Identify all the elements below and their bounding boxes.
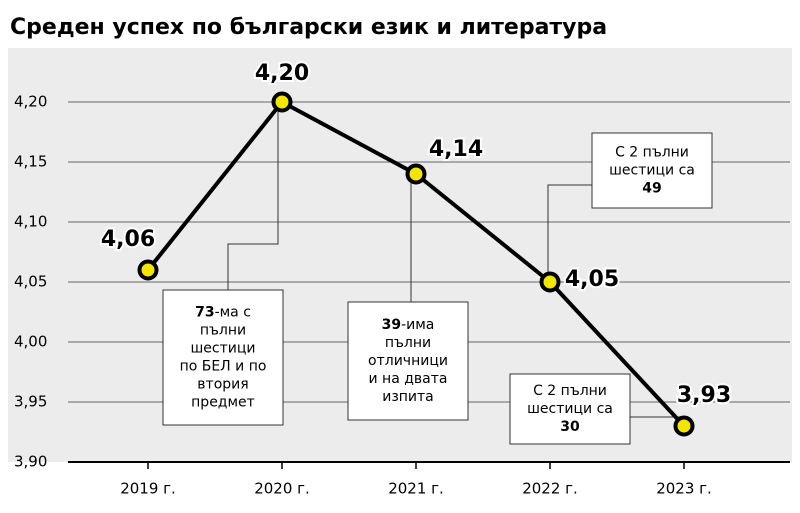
annotation-box (347, 301, 469, 421)
annotation-text: 49 (642, 181, 661, 197)
annotation-bold: 49 (642, 181, 661, 197)
connector (547, 184, 592, 283)
annotation-text: шестици (190, 341, 255, 357)
annotation-span: шестици са (527, 401, 613, 417)
x-tick-label: 2020 г. (254, 480, 310, 498)
annotation-span: отличници (368, 353, 448, 369)
y-tick-label: 3,90 (14, 453, 47, 471)
annotation-text: шестици са (527, 401, 613, 417)
annotation-bold: 73 (195, 305, 214, 321)
annotation-box (591, 132, 713, 209)
annotation-span: шестици (190, 341, 255, 357)
x-tick-label: 2021 г. (388, 480, 444, 498)
annotation-span: изпита (382, 389, 434, 405)
chart-title: Среден успех по български език и литерат… (10, 15, 607, 40)
annotation-bold: 39 (382, 317, 401, 333)
y-tick-label: 4,10 (14, 213, 47, 231)
data-label: 4,14 (429, 137, 483, 162)
annotation-bold: 30 (560, 419, 580, 435)
annotation-span: шестици са (609, 163, 695, 179)
annotation-span: С 2 пълни (533, 383, 607, 399)
x-tick-label: 2022 г. (522, 480, 578, 498)
x-tick-label: 2023 г. (656, 480, 712, 498)
connector (227, 102, 279, 290)
annotation-span: С 2 пълни (615, 145, 689, 161)
annotation-span: втория (197, 377, 248, 393)
annotation-text: изпита (382, 389, 434, 405)
y-tick-label: 3,95 (14, 393, 47, 411)
data-label: 4,20 (255, 61, 309, 86)
data-label: 4,06 (101, 227, 155, 252)
y-tick-label: 4,15 (14, 153, 47, 171)
annotation-text: отличници (368, 353, 448, 369)
annotation-text: С 2 пълни (615, 145, 689, 161)
annotation-span: предмет (191, 395, 255, 411)
y-tick-label: 4,05 (14, 273, 47, 291)
annotation-span: пълни (385, 335, 431, 351)
annotation-span: пълни (200, 323, 246, 339)
annotation-span: и на двата (369, 371, 448, 387)
marker (673, 415, 695, 437)
data-label: 3,93 (677, 383, 731, 408)
marker (405, 163, 427, 185)
annotation-text: втория (197, 377, 248, 393)
annotation-box (509, 373, 631, 445)
marker (271, 91, 293, 113)
annotation-span: по БЕЛ и по (180, 359, 267, 375)
y-tick-label: 4,00 (14, 333, 47, 351)
x-tick-label: 2019 г. (120, 480, 176, 498)
annotation-text: и на двата (369, 371, 448, 387)
annotation-span: -ма с (215, 305, 251, 321)
annotation-text: С 2 пълни (533, 383, 607, 399)
y-tick-label: 4,20 (14, 93, 47, 111)
annotation-text: 73-ма с (195, 305, 251, 321)
annotation-text: пълни (200, 323, 246, 339)
data-label: 4,05 (565, 267, 619, 292)
annotation-text: 30 (560, 419, 580, 435)
marker (137, 259, 159, 281)
marker (539, 271, 561, 293)
annotation-box (162, 289, 284, 426)
annotation-text: предмет (191, 395, 255, 411)
annotation-text: 39-има (382, 317, 435, 333)
annotation-span: -има (401, 317, 434, 333)
annotation-text: по БЕЛ и по (180, 359, 267, 375)
annotation-text: шестици са (609, 163, 695, 179)
annotation-text: пълни (385, 335, 431, 351)
